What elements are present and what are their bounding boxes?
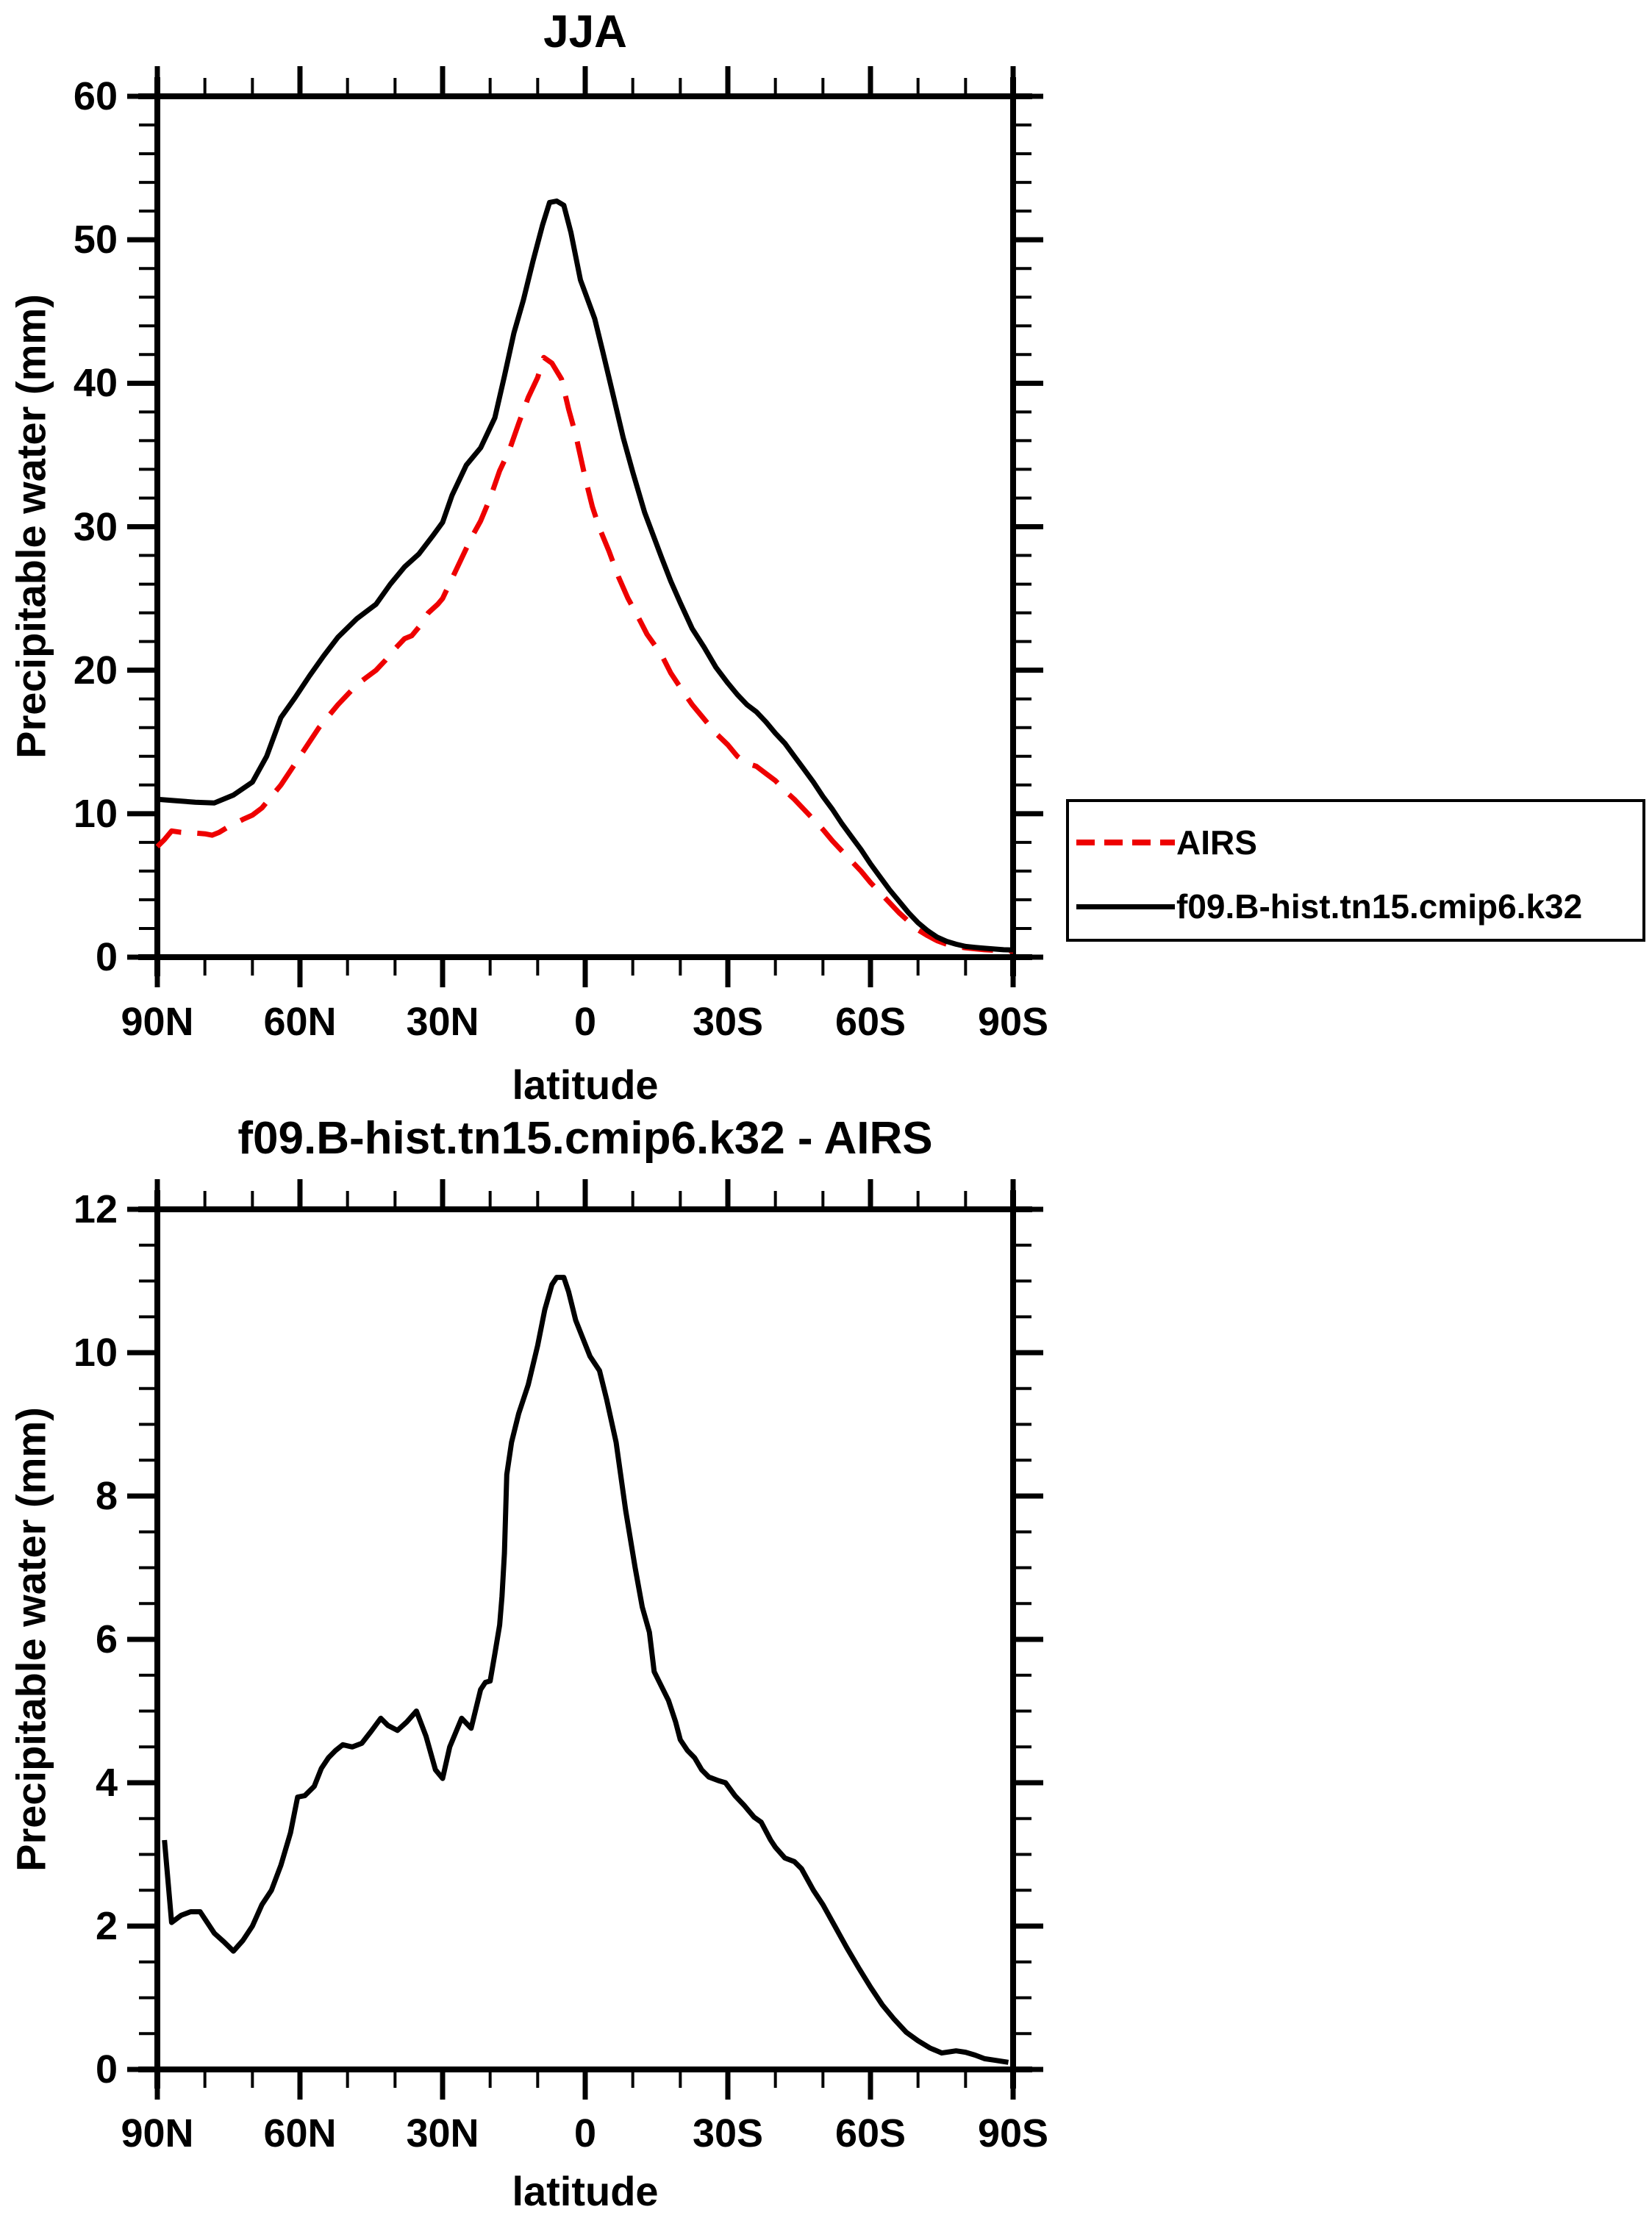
y-tick-label: 2 <box>95 1904 118 1948</box>
x-tick-label: 90S <box>977 1000 1049 1044</box>
model-solid-line-swatch <box>1076 903 1175 909</box>
x-tick-label: 30S <box>692 1000 764 1044</box>
y-tick-label: 6 <box>95 1617 118 1661</box>
x-tick-label: 0 <box>573 1000 597 1044</box>
airs-dashed-line-swatch <box>1076 840 1175 845</box>
y-tick-label: 10 <box>73 1331 118 1375</box>
x-tick-label: 30N <box>406 2111 479 2155</box>
x-tick-label: 30S <box>692 2111 764 2155</box>
x-tick-label: 60S <box>834 1000 907 1044</box>
y-tick-label: 10 <box>73 791 118 836</box>
y-tick-label: 4 <box>95 1761 118 1805</box>
bottom-panel-title: f09.B-hist.tn15.cmip6.k32 - AIRS <box>237 1113 933 1164</box>
y-tick-label: 60 <box>73 74 118 118</box>
y-tick-label: 8 <box>95 1474 118 1518</box>
legend-label-airs: AIRS <box>1176 823 1257 862</box>
legend-box: AIRS f09.B-hist.tn15.cmip6.k32 <box>1066 799 1645 942</box>
x-tick-label: 60N <box>263 1000 337 1044</box>
top-panel-title: JJA <box>543 7 627 57</box>
curve-f09-b-hist-tn15-cmip6-k32 <box>157 198 1014 953</box>
y-tick-label: 0 <box>95 935 118 979</box>
curve-airs <box>155 354 1014 954</box>
top-x-axis-label: latitude <box>512 1062 659 1108</box>
x-tick-label: 90N <box>121 1000 194 1044</box>
x-tick-label: 60S <box>834 2111 907 2155</box>
x-tick-label: 0 <box>573 2111 597 2155</box>
y-tick-label: 20 <box>73 648 118 693</box>
y-tick-label: 40 <box>73 361 118 406</box>
y-tick-label: 0 <box>95 2047 118 2091</box>
y-tick-label: 30 <box>73 504 118 549</box>
bottom-x-axis-label: latitude <box>512 2168 659 2214</box>
y-tick-label: 12 <box>73 1187 118 1231</box>
x-tick-label: 90S <box>977 2111 1049 2155</box>
x-tick-label: 30N <box>406 1000 479 1044</box>
y-tick-label: 50 <box>73 218 118 262</box>
x-tick-label: 90N <box>121 2111 194 2155</box>
curve-f09-b-hist-tn15-cmip6-k32-airs <box>162 1275 1009 2065</box>
x-tick-label: 60N <box>263 2111 337 2155</box>
legend-label-model: f09.B-hist.tn15.cmip6.k32 <box>1176 887 1583 926</box>
